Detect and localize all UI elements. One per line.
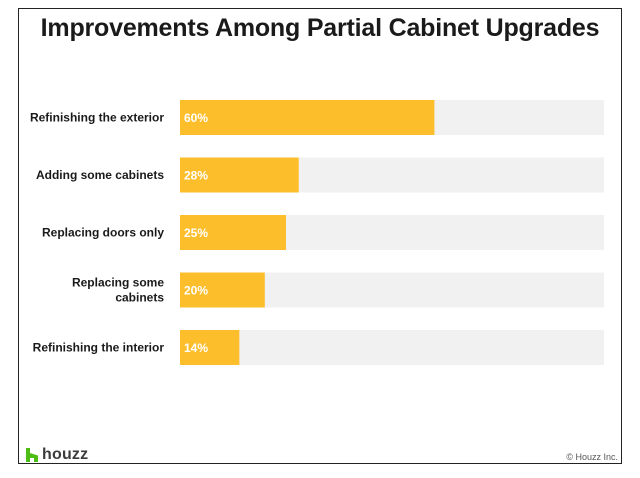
bar-track <box>180 330 604 365</box>
category-label: Replacing doors only <box>42 226 164 240</box>
bar-value-label: 28% <box>184 169 208 183</box>
bar <box>180 215 286 250</box>
bar-value-label: 25% <box>184 226 208 240</box>
copyright-notice: © Houzz Inc. <box>566 452 618 462</box>
bar <box>180 330 240 365</box>
bar <box>180 157 299 193</box>
houzz-wordmark: houzz <box>42 446 89 463</box>
category-label: Replacing some <box>72 276 164 290</box>
bar-value-label: 14% <box>184 341 208 355</box>
bar-value-label: 20% <box>184 284 208 298</box>
chart-frame <box>18 8 622 464</box>
bar <box>180 272 265 308</box>
houzz-logo: houzz <box>26 446 88 464</box>
category-label: cabinets <box>115 291 164 305</box>
bar-value-label: 60% <box>184 111 208 125</box>
category-label: Refinishing the exterior <box>30 111 164 125</box>
houzz-h-icon <box>26 448 38 462</box>
bar <box>180 100 435 135</box>
category-label: Adding some cabinets <box>36 168 164 182</box>
chart-title: Improvements Among Partial Cabinet Upgra… <box>40 14 600 42</box>
category-label: Refinishing the interior <box>33 341 165 355</box>
